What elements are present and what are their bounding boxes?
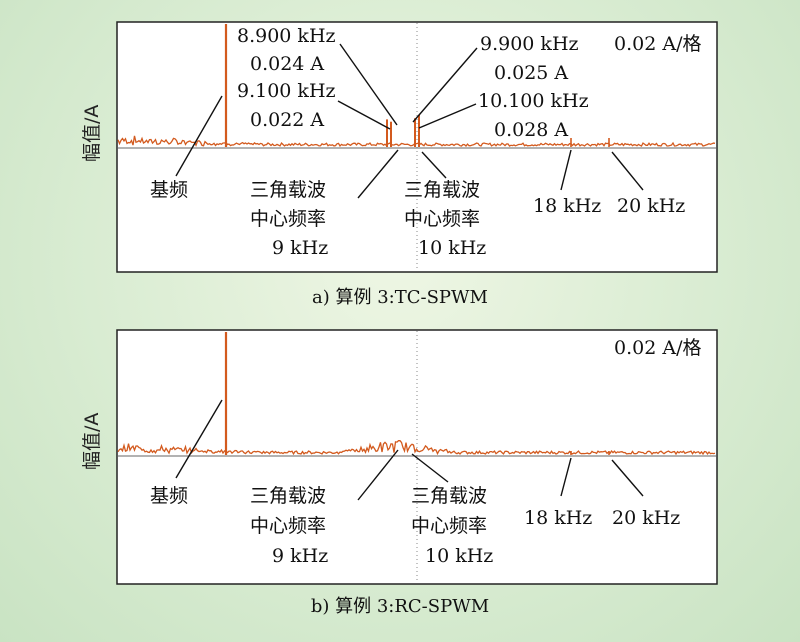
- leader-20k-b: [611, 459, 644, 497]
- label-fundamental-b: 基频: [150, 485, 188, 507]
- caption-a: a) 算例 3:TC-SPWM: [312, 287, 488, 308]
- label-carrier10-line1-a: 三角载波: [404, 179, 480, 201]
- leader-18k-b: [560, 457, 572, 497]
- label-carrier10-line3-b: 10 kHz: [425, 545, 493, 567]
- label-carrier9-line1-a: 三角载波: [250, 179, 326, 201]
- label-carrier10-line3-a: 10 kHz: [418, 237, 486, 259]
- peak-9100-freq: 9.100 kHz: [237, 80, 336, 102]
- spectrum-noise: [117, 440, 716, 456]
- label-18k-b: 18 kHz: [524, 507, 592, 529]
- peak-9900-freq: 9.900 kHz: [480, 33, 579, 55]
- peak-9100-amp: 0.022 A: [250, 109, 324, 131]
- label-carrier9-line2-a: 中心频率: [250, 208, 326, 230]
- peak-10100-freq: 10.100 kHz: [478, 90, 589, 112]
- label-carrier10-line2-a: 中心频率: [404, 208, 480, 230]
- label-carrier9-line3-b: 9 kHz: [272, 545, 328, 567]
- leader-carrier10-a: [421, 151, 447, 179]
- label-fundamental-a: 基频: [150, 179, 188, 201]
- panel-b: 幅值/A 0.02 A/格 基频 三角载波 中心频率 9 kHz 三角载波 中心…: [0, 322, 800, 642]
- panel-a: 幅值/A 0.02 A/格 8.900 kHz 0.024 A 9.100 kH…: [0, 0, 800, 315]
- plot-area-b: [116, 329, 718, 585]
- label-carrier10-line2-b: 中心频率: [411, 515, 487, 537]
- y-axis-label-b: 幅值/A: [81, 413, 103, 470]
- chart-b: 幅值/A 0.02 A/格 基频 三角载波 中心频率 9 kHz 三角载波 中心…: [81, 329, 718, 617]
- label-carrier10-line1-b: 三角载波: [411, 485, 487, 507]
- leader-18k-a: [560, 149, 572, 191]
- trace-a: [117, 24, 716, 147]
- chart-a: 幅值/A 0.02 A/格 8.900 kHz 0.024 A 9.100 kH…: [81, 21, 718, 308]
- spectrum-noise: [117, 135, 716, 147]
- leader-9900: [412, 47, 478, 123]
- leader-8900: [339, 43, 398, 126]
- leader-carrier9-b: [357, 449, 399, 501]
- peak-8900-freq: 8.900 kHz: [237, 25, 336, 47]
- peak-9900-amp: 0.025 A: [494, 62, 568, 84]
- leader-fundamental-a: [175, 95, 223, 177]
- peak-10100-amp: 0.028 A: [494, 119, 568, 141]
- scale-label-a: 0.02 A/格: [614, 33, 701, 55]
- y-axis-label-a: 幅值/A: [81, 105, 103, 162]
- label-20k-a: 20 kHz: [617, 195, 685, 217]
- label-carrier9-line1-b: 三角载波: [250, 485, 326, 507]
- leader-carrier9-a: [357, 149, 399, 199]
- leader-20k-a: [611, 151, 644, 191]
- leader-fundamental-b: [175, 399, 223, 479]
- scale-label-b: 0.02 A/格: [614, 337, 701, 359]
- trace-b: [117, 332, 716, 456]
- label-18k-a: 18 kHz: [533, 195, 601, 217]
- leader-9100: [337, 100, 391, 130]
- label-carrier9-line3-a: 9 kHz: [272, 237, 328, 259]
- label-carrier9-line2-b: 中心频率: [250, 515, 326, 537]
- caption-b: b) 算例 3:RC-SPWM: [311, 596, 489, 617]
- leader-carrier10-b: [411, 453, 449, 483]
- leader-10100: [418, 103, 477, 129]
- label-20k-b: 20 kHz: [612, 507, 680, 529]
- peak-8900-amp: 0.024 A: [250, 53, 324, 75]
